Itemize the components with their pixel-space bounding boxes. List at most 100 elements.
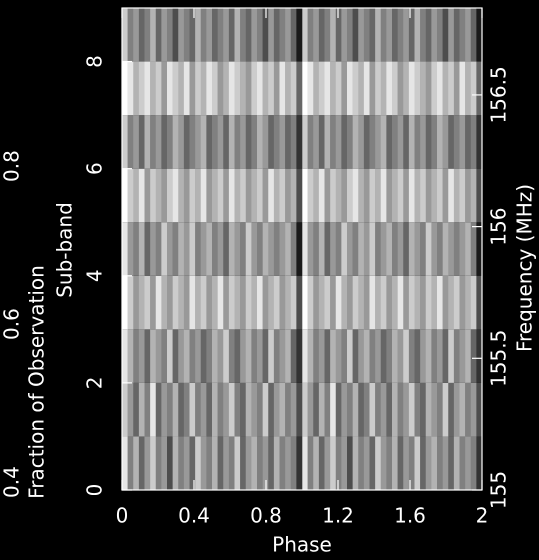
cell [352, 8, 359, 62]
cell [397, 382, 404, 437]
y-outer-tick-label: 0.6 [0, 308, 24, 340]
cell [465, 436, 472, 490]
cell [268, 222, 275, 276]
cell [206, 382, 213, 437]
cell [200, 329, 207, 383]
cell [150, 436, 157, 490]
cell [127, 61, 134, 116]
cell [431, 329, 438, 383]
cell [386, 436, 393, 490]
cell [363, 168, 370, 223]
cell [240, 61, 247, 116]
cell [335, 8, 342, 62]
cell [437, 382, 443, 437]
cell [397, 61, 404, 116]
cell [178, 115, 185, 169]
cell [178, 275, 185, 330]
cell [442, 436, 449, 490]
cell [268, 168, 275, 223]
cell [448, 8, 455, 62]
cell [296, 61, 303, 116]
cell [307, 275, 314, 330]
cell [335, 61, 342, 116]
cell [448, 115, 455, 169]
cell [217, 436, 224, 490]
y2-tick-label: 155.5 [487, 330, 511, 387]
cell [279, 61, 286, 116]
cell [223, 168, 230, 223]
cell [392, 275, 398, 330]
cell [465, 275, 472, 330]
cell [420, 382, 427, 437]
cell [296, 115, 303, 169]
cell [257, 436, 263, 490]
cell [437, 222, 443, 276]
cell [279, 115, 286, 169]
cell [380, 115, 387, 169]
cell [386, 61, 393, 116]
cell [200, 275, 207, 330]
cell [476, 61, 483, 116]
cell [228, 222, 235, 276]
cell [273, 382, 280, 437]
cell [363, 8, 370, 62]
cell [420, 436, 427, 490]
cell [206, 61, 213, 116]
cell [465, 222, 472, 276]
cell [465, 115, 472, 169]
y-tick-label: 2 [83, 377, 107, 390]
cell [375, 168, 382, 223]
cell [380, 61, 387, 116]
cell [296, 436, 303, 490]
cell [403, 382, 410, 437]
cell [448, 168, 455, 223]
cell [228, 168, 235, 223]
cell [279, 382, 286, 437]
cell [318, 8, 325, 62]
cell [459, 61, 466, 116]
cell [380, 168, 387, 223]
cell [138, 61, 145, 116]
cell [268, 61, 275, 116]
cell [313, 168, 320, 223]
cell [195, 329, 202, 383]
cell [223, 61, 230, 116]
cell [245, 61, 252, 116]
cell [178, 436, 185, 490]
cell [290, 436, 297, 490]
cell [302, 8, 308, 62]
cell [206, 168, 213, 223]
cell [217, 61, 224, 116]
cell [262, 275, 269, 330]
cell [408, 222, 415, 276]
cell [397, 329, 404, 383]
cell [420, 8, 427, 62]
cell [167, 8, 173, 62]
x-tick-label: 2 [476, 504, 489, 528]
cell [155, 115, 162, 169]
cell [392, 222, 398, 276]
cell [257, 8, 263, 62]
cell [206, 115, 213, 169]
cell [392, 436, 398, 490]
cell [245, 115, 252, 169]
cell [476, 275, 483, 330]
cell [341, 168, 348, 223]
cell [251, 8, 258, 62]
cell [150, 168, 157, 223]
cell [425, 436, 432, 490]
cell [122, 115, 128, 169]
cell [403, 61, 410, 116]
y2-axis-label: Frequency (MHz) [513, 184, 537, 352]
cell [144, 168, 151, 223]
cell [453, 329, 460, 383]
cell [425, 222, 432, 276]
cell [318, 275, 325, 330]
y2-tick-label: 156.5 [487, 66, 511, 123]
cell [268, 8, 275, 62]
cell [240, 8, 247, 62]
cell [133, 115, 140, 169]
cell [200, 222, 207, 276]
cell [122, 382, 128, 437]
cell [459, 168, 466, 223]
